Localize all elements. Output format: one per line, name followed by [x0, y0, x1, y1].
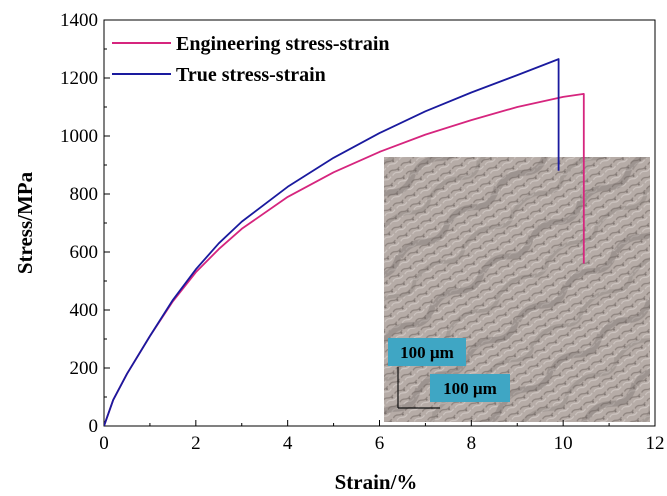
- x-tick-label: 12: [646, 433, 665, 454]
- x-axis-title: Strain/%: [335, 470, 418, 494]
- y-tick-label: 600: [70, 242, 99, 263]
- scale-label-horizontal: 100 µm: [443, 379, 497, 398]
- x-axis-ticks: 0 2 4 6 8 10 12: [99, 420, 665, 454]
- x-tick-label: 2: [191, 433, 201, 454]
- scale-label-vertical: 100 µm: [400, 343, 454, 362]
- y-tick-label: 1200: [60, 68, 98, 89]
- y-axis-ticks: 0 200 400 600 800 1000 1200 1400: [60, 10, 110, 437]
- y-axis-title: Stress/MPa: [13, 171, 37, 274]
- legend: Engineering stress-strain True stress-str…: [112, 33, 390, 86]
- y-tick-label: 200: [70, 358, 99, 379]
- y-tick-label: 800: [70, 184, 99, 205]
- scale-label-box-vertical: [388, 338, 466, 366]
- y-tick-label: 1400: [60, 10, 98, 31]
- legend-label: True stress-strain: [176, 64, 326, 86]
- inset-micrograph: 100 µm 100 µm: [384, 157, 650, 422]
- y-tick-label: 400: [70, 300, 99, 321]
- x-tick-label: 10: [554, 433, 573, 454]
- series-line-true: [104, 58, 560, 426]
- x-tick-label: 4: [283, 433, 293, 454]
- scale-label-box-horizontal: [430, 374, 510, 402]
- x-tick-label: 6: [375, 433, 385, 454]
- x-tick-label: 0: [99, 433, 109, 454]
- x-tick-label: 8: [467, 433, 477, 454]
- y-tick-label: 0: [89, 416, 99, 437]
- series-lines: [104, 58, 585, 426]
- y-tick-label: 1000: [60, 126, 98, 147]
- legend-label: Engineering stress-strain: [176, 33, 390, 55]
